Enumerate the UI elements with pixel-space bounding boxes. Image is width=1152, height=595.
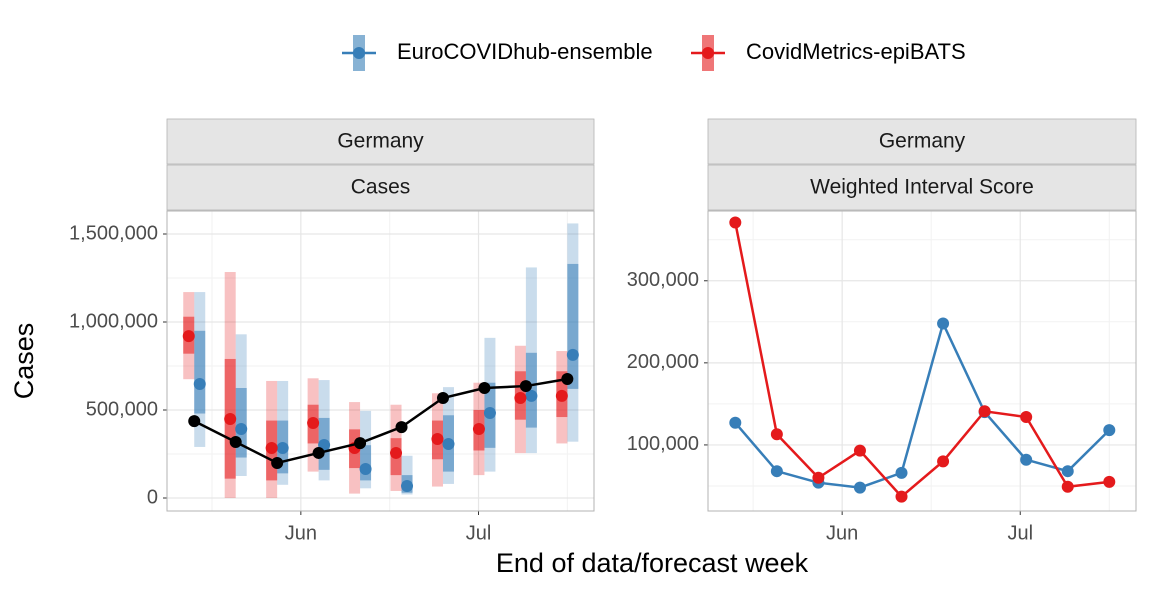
x-tick-label: Jun: [285, 522, 317, 544]
median-point: [390, 446, 403, 459]
series-point: [937, 455, 950, 468]
interval-50: [235, 387, 247, 458]
observed-point: [478, 381, 491, 394]
series-point: [729, 216, 742, 229]
interval-50: [567, 263, 579, 389]
y-tick-label: 500,000: [86, 398, 158, 420]
series-point: [895, 466, 908, 479]
series-line: [734, 222, 1110, 499]
series-point: [853, 444, 866, 457]
median-point: [431, 433, 444, 446]
median-point: [265, 442, 278, 455]
series-point: [1020, 453, 1033, 466]
observed-point: [312, 446, 325, 459]
observed-point: [395, 421, 408, 434]
observed-point: [561, 373, 574, 386]
observed-point: [229, 436, 242, 449]
observed-point: [188, 415, 201, 428]
facet-label: Germany: [337, 130, 424, 153]
y-tick-label: 200,000: [627, 351, 699, 373]
x-tick-label: Jun: [826, 522, 858, 544]
median-point: [182, 330, 195, 343]
median-point: [193, 377, 206, 390]
median-point: [483, 406, 496, 419]
median-point: [514, 392, 527, 405]
legend-label: EuroCOVIDhub-ensemble: [397, 39, 653, 64]
facet-strip: [166, 118, 595, 165]
series-point: [1103, 424, 1116, 437]
facet-strip: [707, 164, 1137, 211]
median-point: [525, 389, 538, 402]
series-point: [770, 428, 783, 441]
facet-label: Weighted Interval Score: [810, 176, 1034, 199]
x-axis-title: End of data/forecast week: [496, 548, 809, 578]
legend-label: CovidMetrics-epiBATS: [746, 39, 966, 64]
series-point: [770, 465, 783, 478]
series-point: [895, 490, 908, 503]
median-point: [276, 442, 289, 455]
x-tick-label: Jul: [466, 522, 492, 544]
y-tick-label: 0: [147, 486, 158, 508]
facet-label: Cases: [351, 176, 411, 199]
legend-point: [353, 47, 365, 59]
median-point: [472, 423, 485, 436]
y-tick-label: 100,000: [627, 433, 699, 455]
series-line: [734, 319, 1111, 489]
median-point: [555, 389, 568, 402]
series-point: [1061, 465, 1074, 478]
median-point: [235, 423, 248, 436]
panel-border: [166, 210, 595, 512]
panel-background: [167, 211, 594, 511]
y-tick-label: 1,500,000: [69, 222, 158, 244]
interval-50: [194, 330, 206, 414]
series-point: [1103, 475, 1116, 488]
legend-point: [702, 47, 714, 59]
facet-label: Germany: [879, 130, 966, 153]
interval-50: [360, 445, 372, 481]
series-point: [729, 416, 742, 429]
series-point: [1020, 411, 1033, 424]
x-tick-label: Jul: [1007, 522, 1033, 544]
series-point: [853, 481, 866, 494]
facet-strip: [707, 118, 1137, 165]
series-point: [1061, 480, 1074, 493]
observed-point: [354, 437, 367, 450]
observed-point: [271, 456, 284, 469]
median-point: [401, 480, 414, 493]
panel-border: [707, 210, 1137, 512]
median-point: [442, 437, 455, 450]
y-axis-title: Cases: [9, 323, 39, 400]
median-point: [307, 417, 320, 430]
y-tick-label: 300,000: [627, 269, 699, 291]
observed-line: [193, 377, 568, 465]
panel-background: [708, 211, 1136, 511]
series-point: [812, 471, 825, 484]
median-point: [224, 412, 237, 425]
median-point: [566, 348, 579, 361]
observed-point: [436, 392, 449, 405]
series-point: [978, 405, 991, 418]
y-tick-label: 1,000,000: [69, 310, 158, 332]
median-point: [359, 462, 372, 475]
facet-strip: [166, 164, 595, 211]
observed-point: [519, 380, 532, 393]
series-point: [937, 317, 950, 330]
